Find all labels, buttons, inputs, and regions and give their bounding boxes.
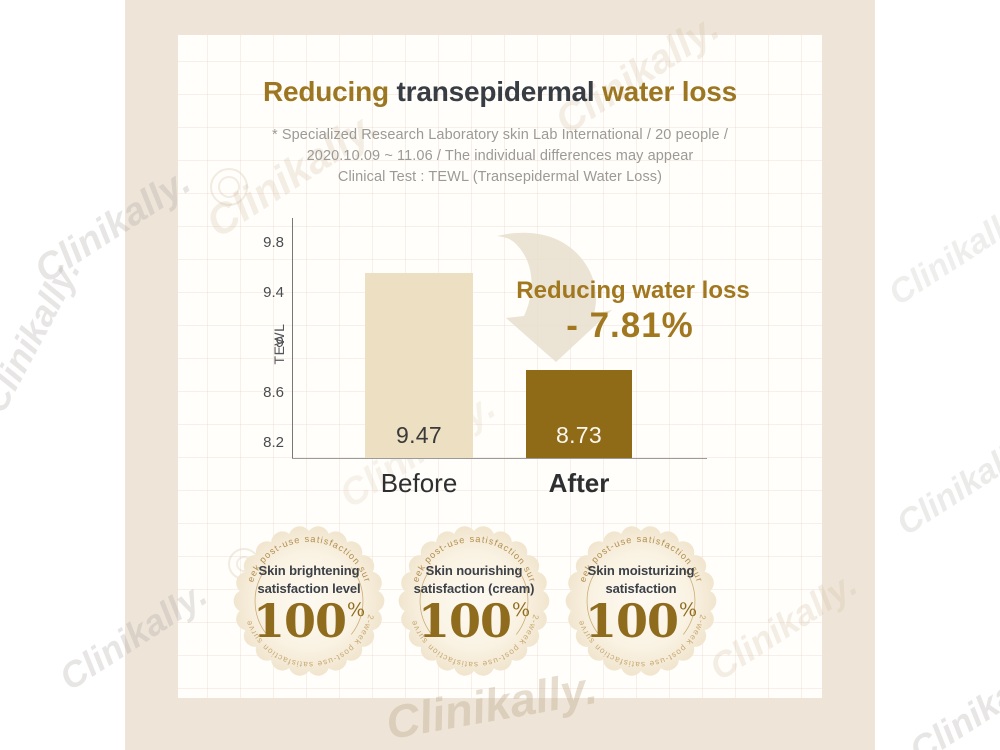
badge-label-line1: Skin moisturizing: [587, 563, 695, 578]
disclaimer-line-3: Clinical Test : TEWL (Transepidermal Wat…: [337, 169, 663, 185]
badge-score-unit: %: [346, 599, 366, 621]
y-tick: 9.4: [263, 284, 284, 301]
badge-seal-icon: 2-week post-use satisfaction survey2-wee…: [565, 526, 717, 676]
page-title: Reducing transepidermal water loss: [178, 76, 822, 108]
disclaimer-line-1: * Specialized Research Laboratory skin L…: [272, 127, 728, 143]
y-axis-line: [292, 218, 293, 458]
grid-panel: [178, 35, 822, 698]
badge-score-unit: %: [678, 599, 698, 621]
bar-after-value: 8.73: [556, 422, 602, 448]
bar-after: 8.73: [526, 370, 632, 458]
satisfaction-badge-moisturizing: 2-week post-use satisfaction survey2-wee…: [559, 519, 723, 683]
bar-before-value: 9.47: [396, 422, 442, 448]
study-disclaimer: * Specialized Research Laboratory skin L…: [178, 125, 822, 188]
clinikally-watermark: Clinikally.: [882, 195, 1000, 313]
badge-label-line2: satisfaction (cream): [413, 581, 535, 596]
badge-center-text: Skin nourishing satisfaction (cream) 100…: [392, 519, 556, 683]
badge-seal-icon: 2-week post-use satisfaction survey2-wee…: [398, 526, 550, 676]
satisfaction-badge-nourishing: 2-week post-use satisfaction survey2-wee…: [392, 519, 556, 683]
tewl-bar-chart: 9.8 9.4 9 8.6 8.2 TEWL 9.47 8.73 Before …: [240, 210, 720, 520]
badge-label-line1: Skin brightening: [258, 563, 360, 578]
category-label-before: Before: [380, 468, 458, 498]
y-axis-label: TEWL: [271, 323, 287, 365]
y-tick: 9: [275, 334, 284, 351]
x-axis-line: [292, 458, 707, 459]
badge-score-value: 100: [584, 594, 679, 648]
badge-score-value: 100: [252, 594, 347, 648]
title-gold-2: water loss: [602, 76, 738, 107]
badge-score: 100 %: [584, 594, 698, 648]
satisfaction-badge-brightening: 2-week post-use satisfaction survey2-wee…: [227, 519, 391, 683]
badge-score: 100 %: [417, 594, 531, 648]
badge-label-line1: Skin nourishing: [425, 563, 523, 578]
category-label-after: After: [548, 468, 610, 498]
clinikally-watermark: Clinikally.: [902, 645, 1000, 750]
title-gold-1: Reducing: [262, 76, 397, 107]
clinikally-watermark: Clinikally.: [0, 252, 89, 419]
badge-center-text: Skin brightening satisfaction level 100 …: [227, 519, 391, 683]
title-dark: transepidermal: [396, 76, 603, 107]
clinikally-watermark: Clinikally.: [890, 425, 1000, 543]
badge-score-unit: %: [511, 599, 531, 621]
badge-center-text: Skin moisturizing satisfaction 100 %: [559, 519, 723, 683]
badge-score-value: 100: [417, 594, 512, 648]
annotation-title: Reducing water loss: [516, 277, 750, 304]
badge-seal-icon: 2-week post-use satisfaction survey2-wee…: [233, 526, 385, 676]
bar-before: 9.47: [365, 273, 473, 458]
y-tick: 8.6: [263, 384, 284, 401]
down-arrow-icon: [497, 232, 612, 362]
watermark-ring-icon: [210, 168, 248, 206]
badge-label-line2: satisfaction level: [257, 581, 361, 596]
annotation-value: - 7.81%: [566, 306, 694, 345]
badge-label-line2: satisfaction: [605, 581, 677, 596]
y-tick: 8.2: [263, 434, 284, 451]
y-tick: 9.8: [263, 234, 284, 251]
badge-score: 100 %: [252, 594, 366, 648]
disclaimer-line-2: 2020.10.09 ~ 11.06 / The individual diff…: [306, 148, 694, 164]
